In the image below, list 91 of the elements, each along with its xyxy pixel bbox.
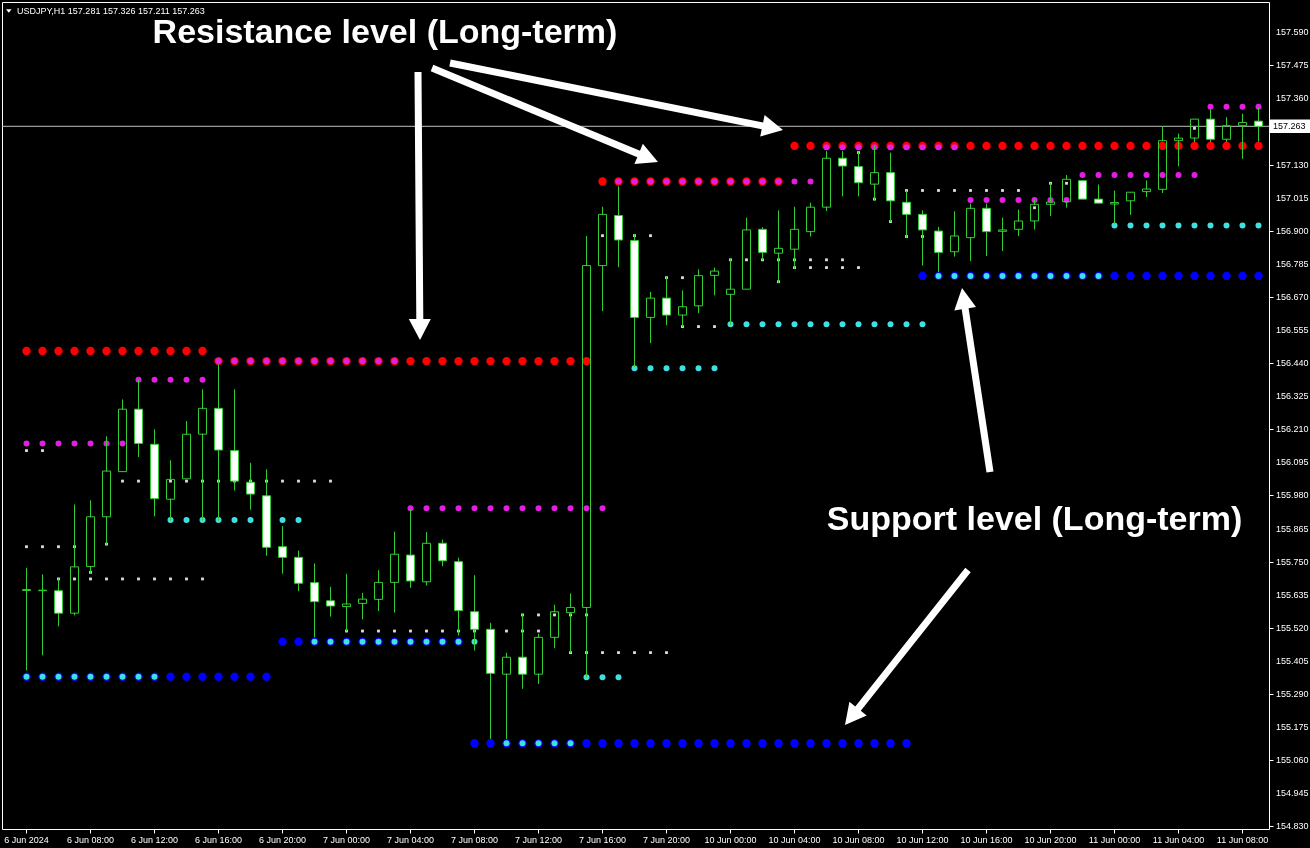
- x-tick-label: 10 Jun 00:00: [704, 834, 757, 845]
- candlestick: [598, 206, 607, 312]
- y-tick-label: 155.060: [1276, 755, 1309, 766]
- x-tick-label: 11 Jun 04:00: [1152, 834, 1205, 845]
- y-tick-label: 155.520: [1276, 622, 1309, 633]
- candlestick: [134, 379, 143, 458]
- x-tick-label: 10 Jun 04:00: [768, 834, 821, 845]
- x-tick-label: 6 Jun 08:00: [66, 834, 115, 845]
- y-tick-label: 157.590: [1276, 27, 1309, 38]
- y-tick-label: 156.440: [1276, 358, 1309, 369]
- candlestick: [950, 211, 959, 257]
- y-tick-label: 155.405: [1276, 655, 1309, 666]
- candlestick: [486, 622, 495, 739]
- y-tick-label: 155.980: [1276, 490, 1309, 501]
- x-tick-label: 7 Jun 12:00: [514, 834, 563, 845]
- candlestick: [966, 203, 975, 262]
- x-tick-label: 10 Jun 20:00: [1024, 834, 1077, 845]
- candlestick: [838, 151, 847, 197]
- y-tick-label: 155.865: [1276, 523, 1309, 534]
- candlestick: [438, 539, 447, 567]
- annotation: Support level (Long-term): [826, 499, 1243, 537]
- x-tick-label: 6 Jun 16:00: [194, 834, 243, 845]
- candlestick: [1142, 180, 1151, 198]
- x-tick-label: 10 Jun 16:00: [960, 834, 1013, 845]
- point: [809, 266, 812, 270]
- y-tick-label: 155.635: [1276, 589, 1309, 600]
- candlestick: [374, 570, 383, 612]
- candlestick: [806, 202, 815, 237]
- candlestick: [118, 399, 127, 473]
- candlestick: [1014, 209, 1023, 237]
- y-tick-label: 156.210: [1276, 424, 1309, 435]
- ref-line-label: 157.263: [1273, 121, 1306, 132]
- y-tick-label: 156.900: [1276, 225, 1309, 236]
- point: [825, 266, 828, 270]
- chart-title: USDJPY,H1 157.281 157.326 157.211 157.263: [17, 6, 205, 16]
- candlestick: [1094, 184, 1103, 204]
- x-tick-label: 7 Jun 08:00: [450, 834, 499, 845]
- candlestick: [422, 532, 431, 586]
- candlestick: [982, 203, 991, 257]
- y-tick-label: 155.750: [1276, 556, 1309, 567]
- candlestick: [1126, 191, 1135, 215]
- candlestick: [822, 151, 831, 212]
- candlestick: [310, 563, 319, 638]
- candlestick: [150, 429, 159, 517]
- candlestick: [1078, 180, 1087, 200]
- candlestick: [390, 531, 399, 613]
- point: [537, 613, 540, 617]
- candlestick: [326, 586, 335, 617]
- y-tick-label: 157.360: [1276, 93, 1309, 104]
- candlestick: [22, 567, 31, 671]
- x-tick-label: 11 Jun 08:00: [1216, 834, 1269, 845]
- candlestick: [742, 217, 751, 290]
- y-tick-label: 157.015: [1276, 192, 1309, 203]
- y-tick-label: 155.175: [1276, 722, 1309, 733]
- point: [649, 234, 652, 238]
- candlestick: [614, 186, 623, 268]
- candlestick: [278, 526, 287, 574]
- y-tick-label: 156.095: [1276, 457, 1309, 468]
- x-tick-label: 6 Jun 2024: [4, 834, 49, 845]
- x-tick-label: 10 Jun 08:00: [832, 834, 885, 845]
- point: [857, 266, 860, 270]
- candlestick: [502, 652, 511, 739]
- y-tick-label: 156.785: [1276, 258, 1309, 269]
- x-tick-label: 6 Jun 12:00: [130, 834, 179, 845]
- y-tick-label: 155.290: [1276, 689, 1309, 700]
- x-tick-label: 11 Jun 00:00: [1088, 834, 1141, 845]
- candlestick: [534, 633, 543, 684]
- point: [553, 613, 556, 617]
- candlestick: [182, 421, 191, 480]
- y-tick-label: 157.130: [1276, 159, 1309, 170]
- point: [41, 449, 44, 453]
- y-tick-label: 156.325: [1276, 391, 1309, 402]
- x-tick-label: 6 Jun 20:00: [258, 834, 307, 845]
- x-tick-label: 7 Jun 20:00: [642, 834, 691, 845]
- y-tick-label: 157.475: [1276, 60, 1309, 71]
- point: [841, 266, 844, 270]
- y-tick-label: 156.670: [1276, 291, 1309, 302]
- point: [681, 276, 684, 280]
- candlestick: [998, 217, 1007, 252]
- point: [25, 449, 28, 453]
- y-tick-label: 156.555: [1276, 325, 1309, 336]
- candlestick: [1158, 126, 1167, 193]
- x-tick-label: 7 Jun 04:00: [386, 834, 435, 845]
- x-tick-label: 10 Jun 12:00: [896, 834, 949, 845]
- point: [601, 234, 604, 238]
- x-tick-label: 7 Jun 16:00: [578, 834, 627, 845]
- y-tick-label: 154.945: [1276, 788, 1309, 799]
- candlestick: [550, 604, 559, 649]
- candlestick: [294, 550, 303, 592]
- x-tick-label: 7 Jun 00:00: [322, 834, 371, 845]
- y-tick-label: 154.830: [1276, 821, 1309, 832]
